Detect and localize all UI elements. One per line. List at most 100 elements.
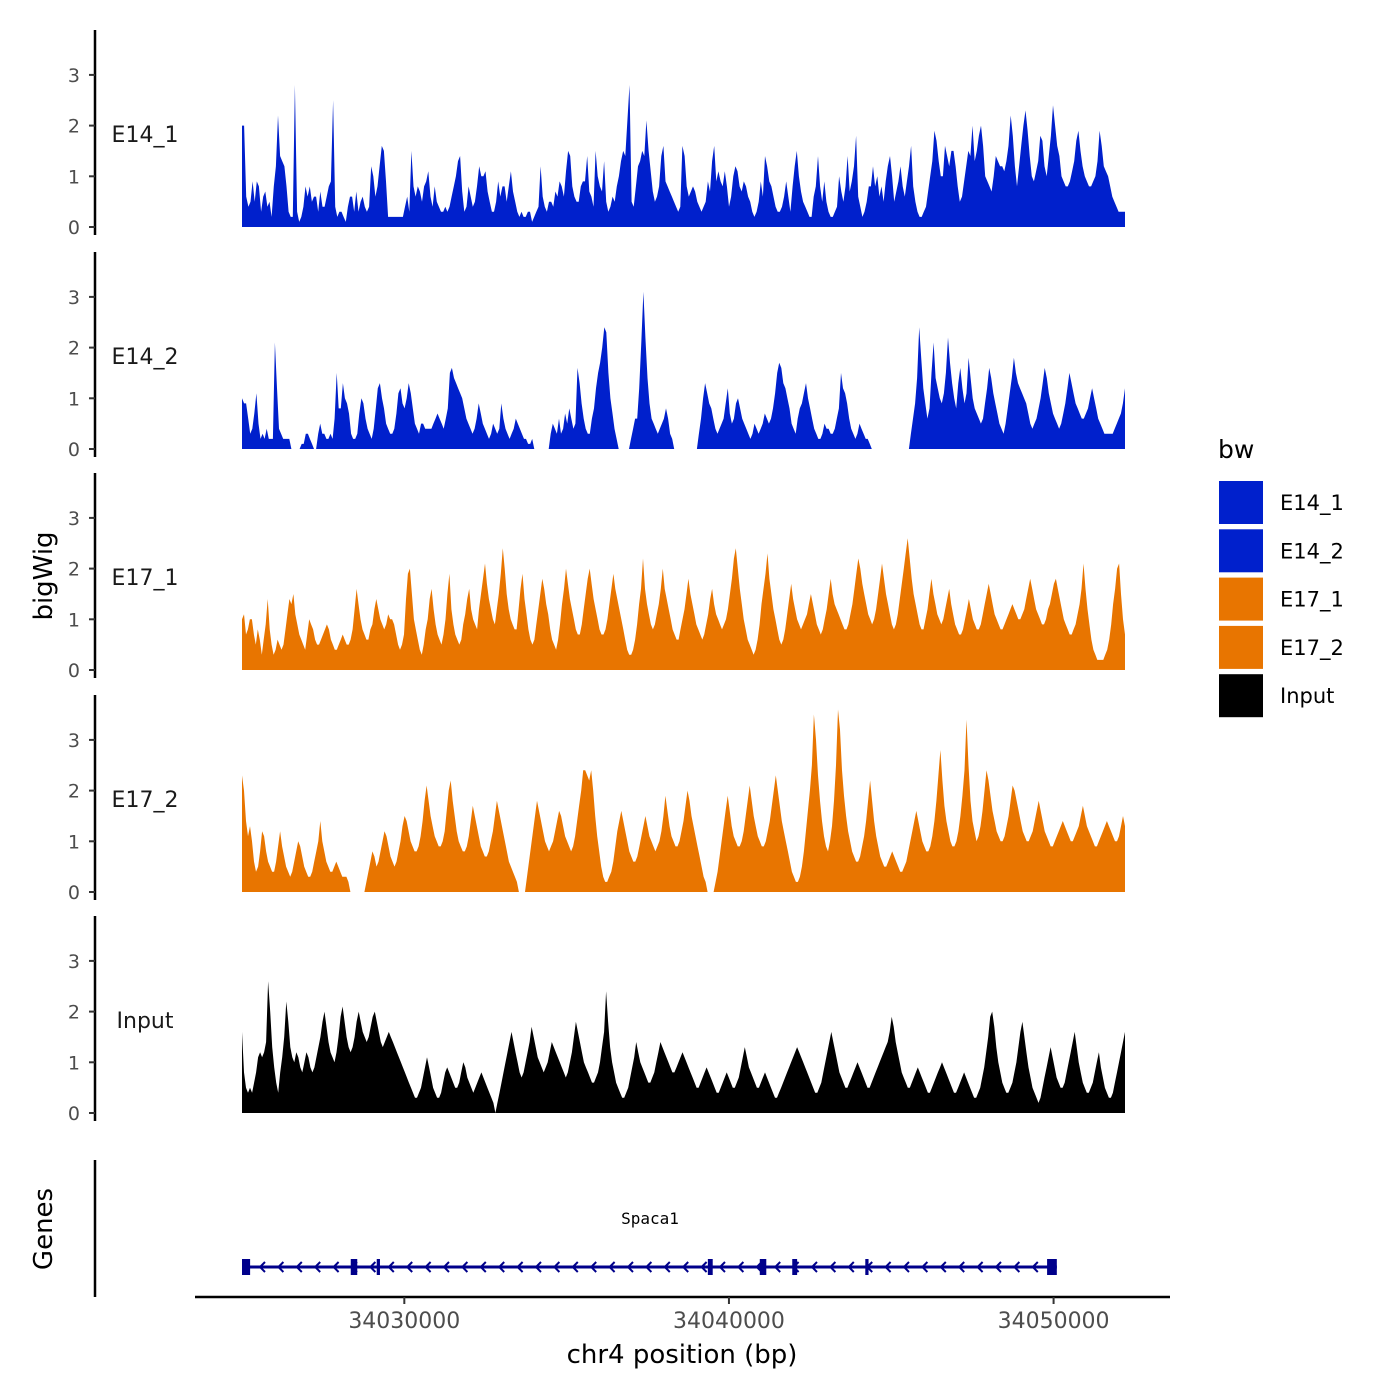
strand-chevron xyxy=(405,1261,413,1273)
gene-exon xyxy=(350,1259,358,1275)
strand-chevron xyxy=(479,1261,487,1273)
strand-chevron xyxy=(810,1261,818,1273)
x-tick-label: 34040000 xyxy=(673,1309,785,1334)
y-tick-label: 0 xyxy=(68,1103,80,1125)
strand-chevron xyxy=(718,1261,726,1273)
y-tick-label: 0 xyxy=(68,439,80,461)
strand-chevron xyxy=(552,1261,561,1273)
legend-key-E14_1 xyxy=(1219,481,1263,524)
signal-area-E17_2 xyxy=(242,709,1125,892)
track-E14_2: 0 1 2 3 E14_2 xyxy=(68,252,1125,461)
signal-area-E14_2 xyxy=(242,291,1125,449)
y-tick-label: 2 xyxy=(68,116,80,138)
y-tick-label: 0 xyxy=(68,217,80,239)
y-tick-label: 2 xyxy=(68,559,80,581)
y-tick-label: 3 xyxy=(68,730,80,752)
y-tick-label: 1 xyxy=(68,1052,80,1074)
strand-chevron xyxy=(608,1261,616,1273)
strand-chevron xyxy=(295,1261,303,1273)
gene-exon xyxy=(707,1259,713,1275)
legend-label-E17_1: E17_1 xyxy=(1280,588,1344,613)
strand-chevron xyxy=(571,1261,579,1273)
legend-label-E17_2: E17_2 xyxy=(1280,636,1344,661)
gene-exon xyxy=(865,1259,869,1275)
legend-title: bw xyxy=(1218,435,1254,464)
legend-key-E17_2 xyxy=(1219,625,1263,669)
strand-chevron xyxy=(644,1261,653,1273)
strand-chevron xyxy=(589,1261,597,1273)
legend-key-E17_1 xyxy=(1219,577,1263,621)
gene-exon xyxy=(792,1259,798,1275)
track-label: Input xyxy=(117,1009,174,1034)
y-tick-label: 1 xyxy=(68,388,80,410)
strand-chevron xyxy=(313,1261,321,1273)
gene-exon xyxy=(376,1259,380,1275)
strand-chevron xyxy=(1012,1261,1021,1273)
strand-chevron xyxy=(387,1261,395,1273)
y-tick-label: 1 xyxy=(68,609,80,631)
y-tick-label: 0 xyxy=(68,660,80,682)
x-tick-label: 34050000 xyxy=(998,1309,1110,1334)
gene-label: Spaca1 xyxy=(621,1209,679,1228)
strand-chevron xyxy=(626,1261,634,1273)
y-tick-label: 1 xyxy=(68,831,80,853)
strand-chevron xyxy=(884,1261,892,1273)
signal-tracks: 0 1 2 3 E14_1 0 1 2 3 E14_2 0 1 2 3 E17_1 0 1 2 3 E17_2 0 1 2 3… xyxy=(68,30,1125,1125)
gene-exon xyxy=(1047,1259,1057,1275)
gene-exon xyxy=(759,1259,767,1275)
y-tick-label: 2 xyxy=(68,338,80,360)
signal-area-E17_1 xyxy=(242,538,1125,670)
x-axis: 34030000 34040000 34050000 xyxy=(195,1295,1170,1334)
x-axis-title: chr4 position (bp) xyxy=(567,1340,798,1370)
strand-chevron xyxy=(920,1261,929,1273)
strand-chevron xyxy=(773,1261,781,1273)
strand-chevron xyxy=(258,1261,266,1273)
strand-chevron xyxy=(939,1261,947,1273)
legend-label-Input: Input xyxy=(1280,684,1334,708)
strand-chevron xyxy=(516,1261,524,1273)
y-tick-label: 0 xyxy=(68,882,80,904)
strand-chevron xyxy=(497,1261,505,1273)
legend-label-E14_2: E14_2 xyxy=(1280,539,1344,564)
legend-key-Input xyxy=(1219,674,1263,718)
track-label: E14_2 xyxy=(112,345,179,370)
track-Input: 0 1 2 3 Input xyxy=(68,916,1125,1125)
strand-chevron xyxy=(368,1261,377,1273)
y-tick-label: 3 xyxy=(68,508,80,530)
strand-chevron xyxy=(534,1261,542,1273)
strand-chevron xyxy=(976,1261,984,1273)
y-axis-title: bigWig xyxy=(29,531,59,620)
strand-chevron xyxy=(828,1261,837,1273)
strand-chevron xyxy=(994,1261,1002,1273)
strand-chevron xyxy=(847,1261,855,1273)
strand-chevron xyxy=(700,1261,708,1273)
genes-track-title: Genes xyxy=(29,1188,59,1270)
strand-chevron xyxy=(332,1261,340,1273)
y-tick-label: 3 xyxy=(68,287,80,309)
strand-chevron xyxy=(276,1261,285,1273)
y-tick-label: 2 xyxy=(68,781,80,803)
strand-chevron xyxy=(663,1261,671,1273)
track-label: E17_1 xyxy=(112,566,179,591)
signal-area-Input xyxy=(242,981,1125,1113)
gene-track: Spaca1 xyxy=(93,1160,1057,1297)
y-tick-label: 2 xyxy=(68,1002,80,1024)
gene-exon xyxy=(242,1259,251,1275)
signal-area-E14_1 xyxy=(242,85,1125,227)
strand-chevron xyxy=(902,1261,910,1273)
strand-chevron xyxy=(736,1261,745,1273)
legend: bw E14_1 E14_2 E17_1 E17_2 Input xyxy=(1218,435,1344,718)
strand-chevron xyxy=(957,1261,965,1273)
track-E17_2: 0 1 2 3 E17_2 xyxy=(68,695,1125,904)
track-E17_1: 0 1 2 3 E17_1 xyxy=(68,473,1125,682)
track-label: E14_1 xyxy=(112,123,179,148)
y-tick-label: 1 xyxy=(68,166,80,188)
strand-chevron xyxy=(442,1261,450,1273)
strand-chevron xyxy=(1031,1261,1039,1273)
y-tick-label: 3 xyxy=(68,65,80,87)
strand-chevron xyxy=(460,1261,469,1273)
legend-key-E14_2 xyxy=(1219,529,1263,573)
x-tick-label: 34030000 xyxy=(348,1309,460,1334)
strand-chevron xyxy=(681,1261,689,1273)
